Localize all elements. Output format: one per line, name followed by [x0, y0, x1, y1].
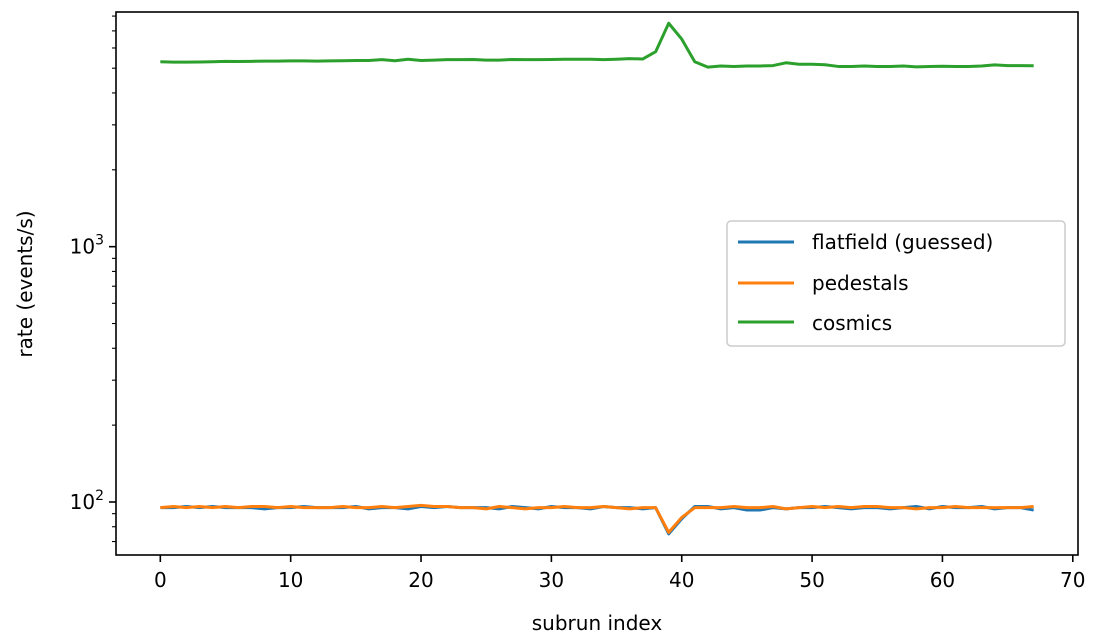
x-tick-label: 60: [930, 568, 955, 592]
y-tick-label: 103: [70, 233, 104, 259]
x-axis-label: subrun index: [532, 611, 663, 635]
y-tick-exponent: 3: [95, 233, 104, 249]
x-tick-label: 0: [154, 568, 167, 592]
y-tick-label: 102: [70, 488, 104, 514]
legend-box: [726, 220, 1066, 347]
legend-label-pedestals: pedestals: [812, 271, 909, 295]
x-tick-label: 70: [1060, 568, 1085, 592]
y-tick-base: 10: [70, 235, 95, 259]
legend-label-flatfield: flatfield (guessed): [812, 230, 993, 254]
legend: flatfield (guessed) pedestals cosmics: [726, 220, 1066, 347]
plot-frame: [115, 11, 1079, 556]
legend-label-cosmics: cosmics: [812, 311, 892, 335]
x-tick-label: 10: [278, 568, 303, 592]
x-tick-label: 50: [799, 568, 824, 592]
x-tick-label: 20: [408, 568, 433, 592]
series-lines: [160, 21, 1034, 536]
x-tick-label: 30: [539, 568, 564, 592]
y-tick-exponent: 2: [95, 488, 104, 504]
series-line-2: [160, 21, 1034, 69]
y-tick-base: 10: [70, 490, 95, 514]
y-axis-label: rate (events/s): [13, 210, 37, 357]
series-line-1: [160, 503, 1034, 534]
x-tick-label: 40: [669, 568, 694, 592]
